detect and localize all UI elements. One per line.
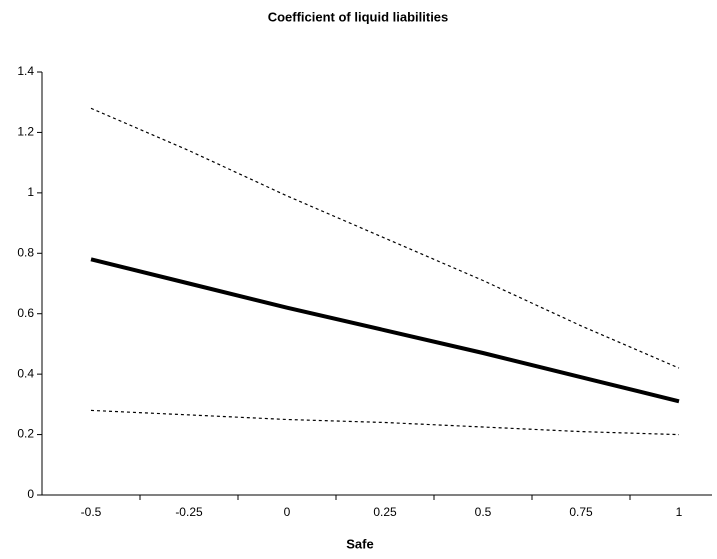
- series-line: [90, 257, 680, 404]
- series-line: [90, 107, 680, 369]
- series-line: [90, 409, 680, 436]
- y-tick-label: 1.2: [17, 125, 34, 139]
- y-tick-label: 1: [27, 185, 34, 199]
- x-tick-label: 0.5: [475, 505, 492, 519]
- y-tick-label: 0.2: [17, 427, 34, 441]
- y-tick-label: 0.4: [17, 366, 34, 380]
- y-tick-label: 0.8: [17, 245, 34, 259]
- y-tick-label: 1.4: [17, 64, 34, 78]
- x-tick-label: 0.25: [373, 505, 397, 519]
- x-tick-label: 1: [676, 505, 683, 519]
- y-tick-label: 0.6: [17, 306, 34, 320]
- x-axis-label: Safe: [346, 536, 373, 551]
- y-tick-label: 0: [27, 487, 34, 501]
- x-tick-label: -0.5: [81, 505, 102, 519]
- x-tick-label: -0.25: [175, 505, 203, 519]
- x-tick-label: 0: [284, 505, 291, 519]
- chart-title: Coefficient of liquid liabilities: [268, 9, 449, 24]
- x-tick-label: 0.75: [569, 505, 593, 519]
